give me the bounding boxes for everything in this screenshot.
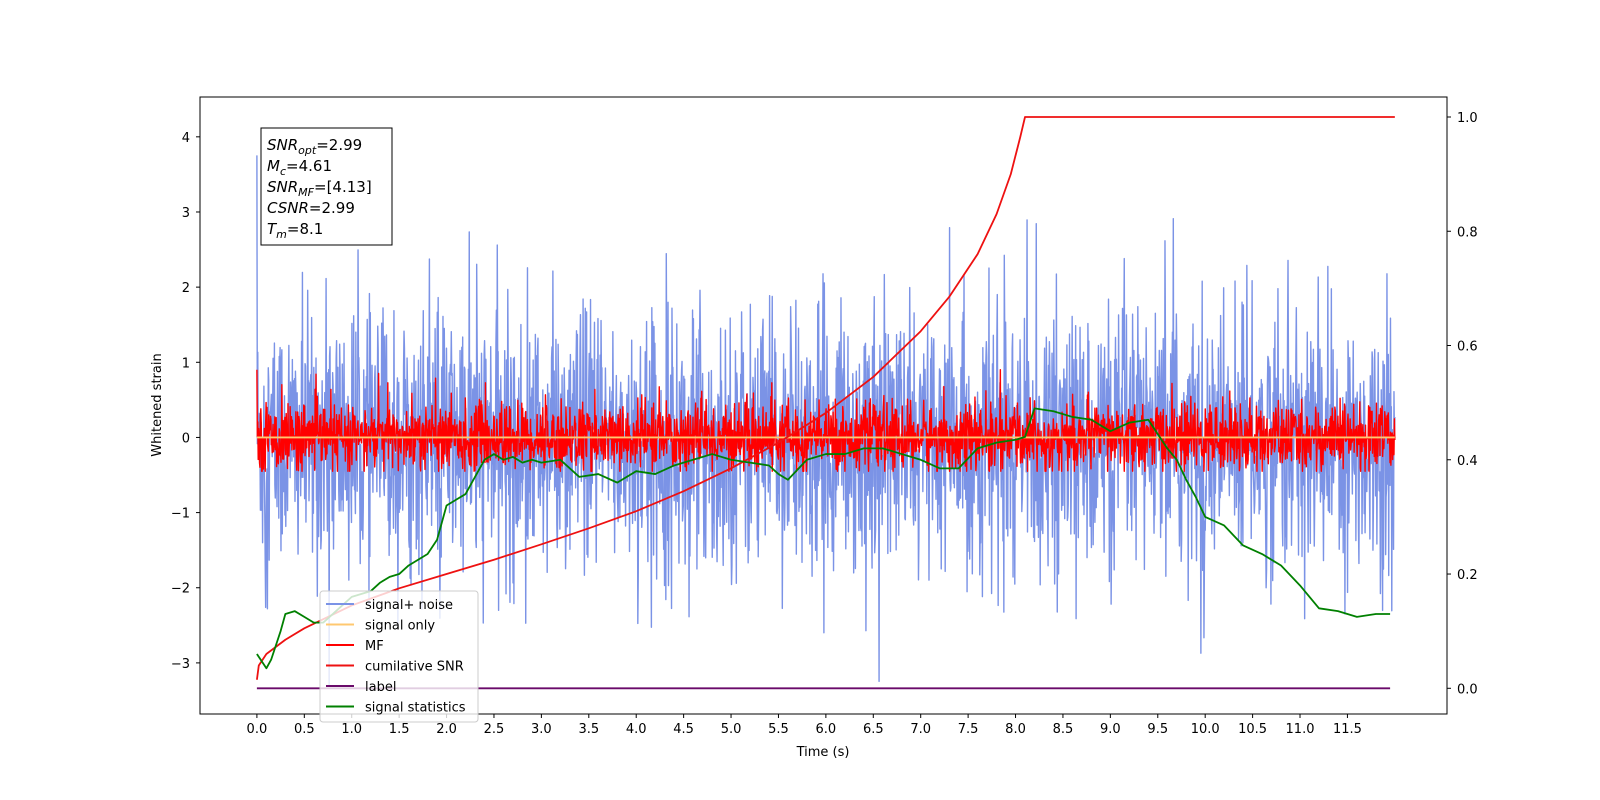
- stat-symbol: SNR: [267, 178, 298, 196]
- stat-value: =8.1: [287, 220, 323, 238]
- legend-label: label: [365, 680, 396, 695]
- legend: signal+ noise signal only MF cumilative SNR…: [319, 590, 479, 723]
- y2-tick-label: 0.4: [1457, 454, 1478, 469]
- x-tick-label: 1.0: [341, 722, 362, 737]
- x-axis: 0.0 0.5 1.0 1.5 2.0 2.5 3.0 3.5 4.0 4.5 5.0 5.5 6.0 6…: [247, 714, 1362, 737]
- x-tick-label: 6.0: [816, 722, 837, 737]
- stat-value: =2.99: [316, 136, 362, 154]
- legend-label: MF: [365, 639, 384, 654]
- x-tick-label: 6.5: [863, 722, 884, 737]
- x-tick-label: 3.0: [531, 722, 552, 737]
- y-tick-label: 0: [182, 431, 190, 446]
- legend-label: signal+ noise: [365, 598, 453, 613]
- x-tick-label: 5.0: [721, 722, 742, 737]
- x-tick-label: 2.5: [484, 722, 505, 737]
- y-tick-label: 1: [182, 356, 190, 371]
- stat-subscript: opt: [298, 144, 317, 157]
- y2-tick-label: 0.8: [1457, 225, 1478, 240]
- x-tick-label: 10.5: [1238, 722, 1267, 737]
- legend-label: cumilative SNR: [365, 660, 464, 675]
- x-tick-label: 4.0: [626, 722, 647, 737]
- series-line-signal-statistics: [256, 407, 1391, 670]
- y-axis-left: −3 −2 −1 0 1 2 3 4: [171, 131, 200, 672]
- stat-symbol: CSNR: [267, 199, 309, 217]
- stat-subscript: c: [280, 165, 286, 178]
- stats-line: SNRMF=[4.13]: [267, 178, 372, 199]
- plot-frame: [199, 96, 1448, 715]
- stat-value: =4.61: [286, 157, 332, 175]
- series-line-cumilative-snr: [256, 116, 1395, 680]
- y2-tick-label: 1.0: [1457, 111, 1478, 126]
- stat-value: =[4.13]: [314, 178, 372, 196]
- x-tick-label: 4.5: [673, 722, 694, 737]
- series-line-signal-noise: [256, 155, 1396, 687]
- x-tick-label: 9.0: [1100, 722, 1121, 737]
- y-tick-label: 4: [182, 131, 190, 146]
- x-tick-label: 2.0: [436, 722, 457, 737]
- x-axis-label: Time (s): [796, 745, 850, 760]
- y-axis-right: 0.0 0.2 0.4 0.6 0.8 1.0: [1447, 111, 1478, 697]
- x-tick-label: 11.0: [1286, 722, 1315, 737]
- y2-tick-label: 0.0: [1457, 682, 1478, 697]
- x-tick-label: 9.5: [1147, 722, 1168, 737]
- y-tick-label: −2: [171, 582, 190, 597]
- y-tick-label: 3: [182, 206, 190, 221]
- stat-symbol: SNR: [267, 136, 298, 154]
- stat-symbol: T: [267, 220, 278, 238]
- y2-tick-label: 0.6: [1457, 340, 1478, 355]
- series-line-mf: [256, 369, 1396, 472]
- stat-symbol: M: [267, 157, 280, 175]
- legend-frame: [319, 590, 479, 723]
- y-tick-label: 2: [182, 281, 190, 296]
- x-tick-label: 3.5: [578, 722, 599, 737]
- x-tick-label: 7.5: [958, 722, 979, 737]
- x-tick-label: 0.5: [294, 722, 315, 737]
- x-tick-label: 8.0: [1005, 722, 1026, 737]
- legend-label: signal statistics: [365, 701, 466, 716]
- stat-subscript: m: [276, 228, 287, 241]
- stat-value: =2.99: [309, 199, 355, 217]
- stats-line: SNRopt=2.99: [267, 136, 362, 157]
- x-tick-label: 1.5: [389, 722, 410, 737]
- stats-line: Tm=8.1: [267, 220, 323, 241]
- x-tick-label: 7.0: [910, 722, 931, 737]
- legend-label: signal only: [365, 619, 435, 634]
- y-tick-label: −1: [171, 507, 190, 522]
- x-tick-label: 10.0: [1191, 722, 1220, 737]
- x-tick-label: 0.0: [247, 722, 268, 737]
- x-tick-label: 8.5: [1053, 722, 1074, 737]
- x-tick-label: 5.5: [768, 722, 789, 737]
- stats-box-frame: [260, 127, 393, 246]
- stats-box: SNRopt=2.99Mc=4.61SNRMF=[4.13]CSNR=2.99T…: [260, 127, 393, 246]
- stats-line: Mc=4.61: [267, 157, 332, 178]
- stat-subscript: MF: [298, 186, 314, 199]
- y-tick-label: −3: [171, 657, 190, 672]
- x-tick-label: 11.5: [1333, 722, 1362, 737]
- stats-line: CSNR=2.99: [267, 199, 355, 217]
- y-axis-label: Whitened strain: [150, 353, 165, 456]
- y2-tick-label: 0.2: [1457, 568, 1478, 583]
